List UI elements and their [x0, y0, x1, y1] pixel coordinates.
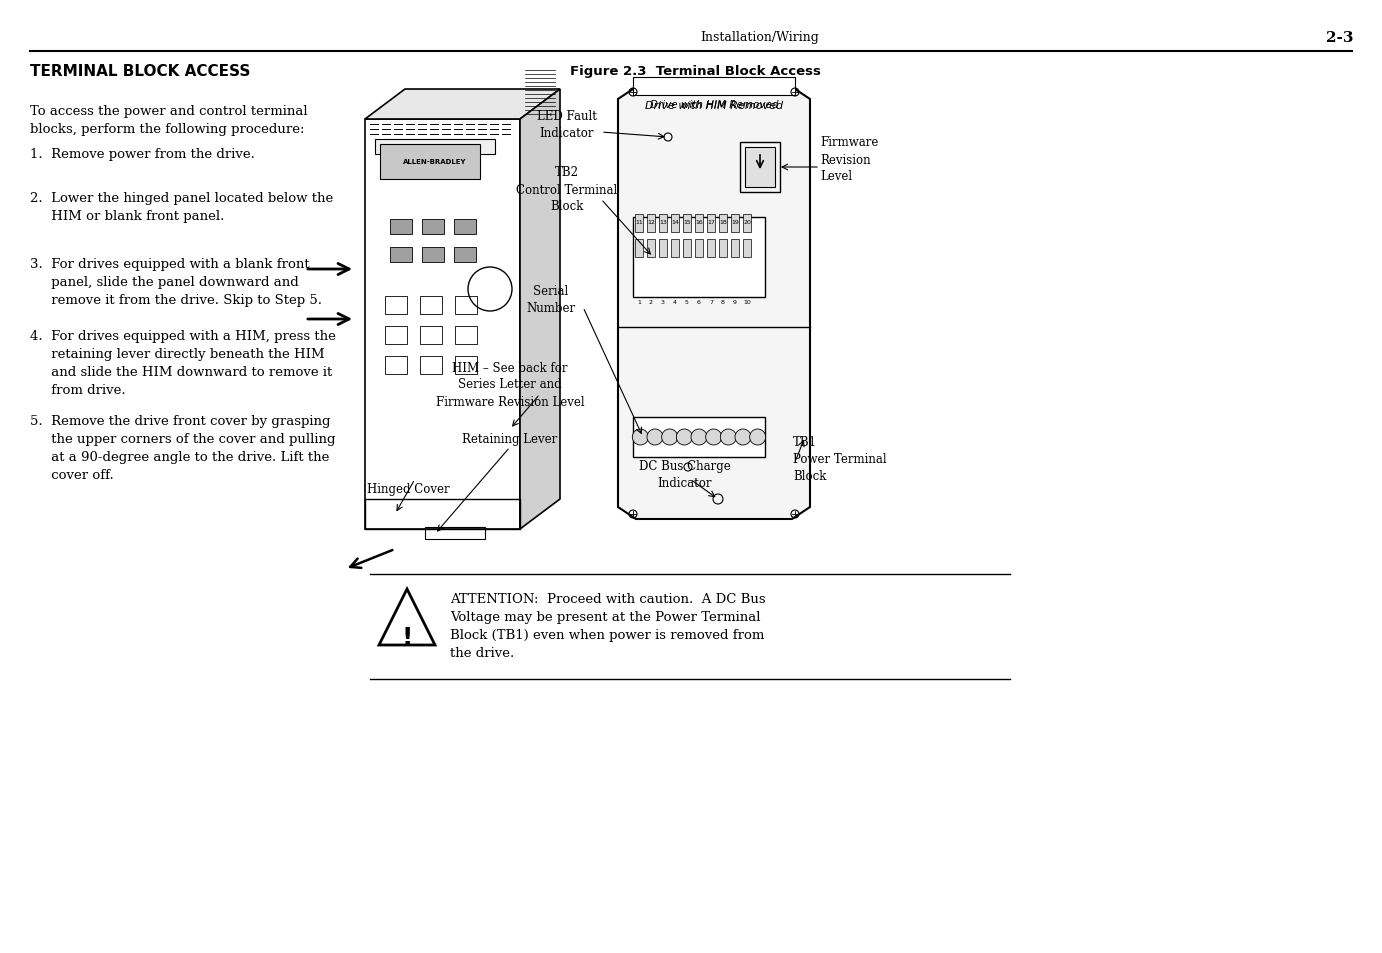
Text: DC Bus Charge
Indicator: DC Bus Charge Indicator: [638, 459, 731, 490]
Bar: [670, 214, 679, 233]
Bar: [386, 327, 408, 345]
Text: 2-3: 2-3: [1327, 30, 1354, 45]
Bar: [380, 145, 480, 180]
Circle shape: [749, 430, 766, 446]
Text: 1.  Remove power from the drive.: 1. Remove power from the drive.: [30, 148, 254, 161]
Text: Retaining Lever: Retaining Lever: [463, 433, 557, 446]
Bar: [386, 356, 408, 375]
Circle shape: [662, 430, 677, 446]
Bar: [742, 240, 752, 257]
Bar: [633, 417, 766, 457]
Bar: [706, 240, 716, 257]
Bar: [455, 327, 477, 345]
Text: Serial
Number: Serial Number: [527, 285, 575, 314]
Bar: [683, 240, 691, 257]
Text: !: !: [401, 625, 413, 649]
Text: ATTENTION:  Proceed with caution.  A DC Bus
Voltage may be present at the Power : ATTENTION: Proceed with caution. A DC Bu…: [451, 593, 766, 659]
Text: 18: 18: [719, 220, 727, 225]
Bar: [633, 218, 766, 297]
Text: 12: 12: [647, 220, 655, 225]
Bar: [455, 356, 477, 375]
Bar: [739, 143, 779, 193]
Text: 5.  Remove the drive front cover by grasping
     the upper corners of the cover: 5. Remove the drive front cover by grasp…: [30, 415, 336, 481]
Bar: [731, 214, 739, 233]
Bar: [420, 296, 442, 314]
Text: Drive with HIM Removed: Drive with HIM Removed: [650, 100, 778, 110]
Bar: [745, 148, 775, 188]
Text: TB1
Power Terminal
Block: TB1 Power Terminal Block: [793, 436, 887, 483]
Text: 5: 5: [685, 300, 690, 305]
Text: TB2
Control Terminal
Block: TB2 Control Terminal Block: [517, 167, 618, 213]
Text: LED Fault
Indicator: LED Fault Indicator: [538, 110, 597, 140]
Polygon shape: [618, 88, 810, 519]
Text: HIM – See back for
Series Letter and
Firmware Revision Level: HIM – See back for Series Letter and Fir…: [435, 361, 585, 408]
Bar: [634, 240, 643, 257]
Text: 4.  For drives equipped with a HIM, press the
     retaining lever directly bene: 4. For drives equipped with a HIM, press…: [30, 330, 336, 396]
Text: Figure 2.3  Terminal Block Access: Figure 2.3 Terminal Block Access: [569, 66, 821, 78]
Text: Hinged Cover: Hinged Cover: [366, 483, 449, 496]
Text: 14: 14: [672, 220, 679, 225]
Text: 4: 4: [673, 300, 677, 305]
Text: ALLEN-BRADLEY: ALLEN-BRADLEY: [404, 159, 467, 165]
Circle shape: [706, 430, 721, 446]
Text: 8: 8: [721, 300, 726, 305]
Text: 17: 17: [708, 220, 714, 225]
Text: To access the power and control terminal
blocks, perform the following procedure: To access the power and control terminal…: [30, 105, 308, 136]
Text: 16: 16: [695, 220, 703, 225]
Bar: [386, 296, 408, 314]
Bar: [695, 240, 703, 257]
Bar: [683, 214, 691, 233]
Bar: [455, 296, 477, 314]
Bar: [706, 214, 716, 233]
Bar: [633, 78, 795, 96]
Polygon shape: [365, 90, 560, 120]
Bar: [659, 214, 668, 233]
Text: 3: 3: [661, 300, 665, 305]
Text: 13: 13: [659, 220, 668, 225]
Text: 15: 15: [683, 220, 691, 225]
Bar: [420, 356, 442, 375]
Circle shape: [676, 430, 692, 446]
Circle shape: [633, 430, 648, 446]
Text: 10: 10: [744, 300, 750, 305]
Text: 20: 20: [744, 220, 750, 225]
Bar: [422, 220, 444, 234]
Text: 9: 9: [732, 300, 737, 305]
Bar: [719, 214, 727, 233]
Text: 6: 6: [697, 300, 701, 305]
Circle shape: [691, 430, 708, 446]
Bar: [670, 240, 679, 257]
Text: 2: 2: [650, 300, 654, 305]
Polygon shape: [520, 90, 560, 530]
Bar: [695, 214, 703, 233]
Text: Drive with HIM Removed: Drive with HIM Removed: [645, 101, 784, 111]
Bar: [455, 248, 475, 263]
Text: 3.  For drives equipped with a blank front
     panel, slide the panel downward : 3. For drives equipped with a blank fron…: [30, 257, 322, 307]
Text: TERMINAL BLOCK ACCESS: TERMINAL BLOCK ACCESS: [30, 65, 250, 79]
Text: Firmware
Revision
Level: Firmware Revision Level: [820, 136, 879, 183]
Bar: [422, 248, 444, 263]
Bar: [390, 220, 412, 234]
Bar: [659, 240, 668, 257]
Bar: [390, 248, 412, 263]
Bar: [426, 527, 485, 539]
Bar: [455, 220, 475, 234]
Bar: [634, 214, 643, 233]
Text: 11: 11: [636, 220, 643, 225]
Text: Installation/Wiring: Installation/Wiring: [701, 31, 820, 45]
Circle shape: [720, 430, 737, 446]
Bar: [647, 240, 655, 257]
Bar: [731, 240, 739, 257]
Bar: [375, 140, 495, 154]
Text: 1: 1: [637, 300, 641, 305]
Bar: [420, 327, 442, 345]
Circle shape: [735, 430, 750, 446]
Text: 2.  Lower the hinged panel located below the
     HIM or blank front panel.: 2. Lower the hinged panel located below …: [30, 192, 333, 223]
Bar: [647, 214, 655, 233]
Text: 7: 7: [709, 300, 713, 305]
Circle shape: [647, 430, 663, 446]
Text: 19: 19: [731, 220, 739, 225]
Bar: [719, 240, 727, 257]
Bar: [742, 214, 752, 233]
